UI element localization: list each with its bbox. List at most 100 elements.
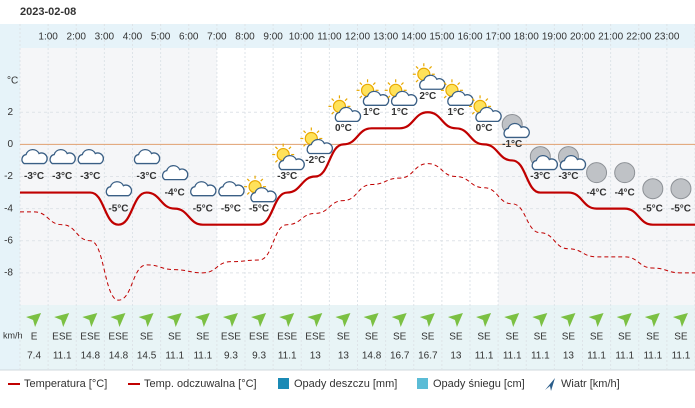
weather-icon: [362, 90, 390, 106]
wind-speed: 13: [563, 351, 575, 362]
wind-direction: ESE: [52, 332, 72, 343]
left-column: [0, 24, 20, 370]
weather-icon: [21, 148, 48, 165]
legend-label: Opady deszczu [mm]: [294, 378, 397, 390]
weather-icon: [306, 138, 334, 155]
hour-label: 19:00: [542, 32, 567, 43]
wind-arrow: [335, 313, 351, 327]
wind-arrow: [251, 313, 267, 327]
wind-direction: ESE: [277, 332, 297, 343]
wind-arrow: [504, 313, 520, 327]
hour-label: 22:00: [626, 32, 651, 43]
weather-icon: [344, 98, 348, 102]
hour-label: 15:00: [429, 32, 454, 43]
wind-direction: SE: [449, 332, 463, 343]
wind-speed: 9.3: [224, 351, 238, 362]
wind-arrow: [26, 313, 42, 327]
wind-direction: SE: [196, 332, 210, 343]
weather-icon: [359, 82, 363, 86]
weather-icon: [303, 143, 307, 147]
weather-icon: [105, 181, 133, 197]
temp-label: -5°C: [108, 203, 128, 214]
legend-label: Temp. odczuwalna [°C]: [144, 378, 257, 390]
wind-direction: SE: [393, 332, 407, 343]
weather-icon: [359, 95, 363, 99]
weather-icon: [387, 82, 391, 86]
wind-arrow: [476, 313, 492, 327]
temp-label: -3°C: [137, 171, 157, 182]
weather-icon: [274, 146, 278, 150]
weather-icon: [49, 148, 76, 165]
y-tick-label: 0: [7, 139, 13, 150]
wind-direction: SE: [562, 332, 576, 343]
weather-icon: [429, 66, 433, 70]
temp-label: -3°C: [80, 171, 100, 182]
temp-label: 0°C: [335, 123, 352, 134]
weather-icon: [316, 130, 320, 134]
wind-direction: SE: [506, 332, 520, 343]
wind-arrow: [138, 313, 154, 327]
wind-direction: SE: [646, 332, 660, 343]
wind-arrow: [194, 313, 210, 327]
wind-speed: 7.4: [27, 351, 41, 362]
wind-arrow: [54, 313, 70, 327]
temp-label: 1°C: [363, 107, 380, 118]
weather-icon: [475, 106, 502, 123]
hour-label: 12:00: [345, 32, 370, 43]
y-tick-label: -8: [4, 268, 13, 279]
hour-label: 20:00: [570, 32, 595, 43]
legend-swatch: [417, 378, 428, 389]
hour-label: 5:00: [151, 32, 171, 43]
weather-icon: [586, 162, 608, 184]
wind-arrow: [391, 313, 407, 327]
weather-icon: [334, 106, 362, 123]
wind-speed: 13: [338, 351, 350, 362]
wind-direction: SE: [421, 332, 435, 343]
wind-arrow: [279, 313, 295, 327]
wind-speed: 13: [450, 351, 462, 362]
wind-arrow: [222, 313, 238, 327]
weather-icon: [331, 98, 335, 102]
hour-label: 7:00: [207, 32, 227, 43]
temp-label: -2°C: [305, 155, 325, 166]
weather-icon: [670, 178, 692, 200]
y-unit: °C: [7, 76, 18, 87]
wind-speed: 11.1: [531, 351, 550, 362]
weather-icon: [246, 178, 250, 182]
y-tick-label: -6: [4, 235, 13, 246]
wind-speed: 11.1: [475, 351, 494, 362]
y-tick-label: 2: [7, 107, 13, 118]
hour-label: 6:00: [179, 32, 199, 43]
wind-arrow: [82, 313, 98, 327]
wind-speed: 14.8: [81, 351, 101, 362]
wind-speed: 11.1: [53, 351, 72, 362]
weather-icon: [457, 82, 461, 86]
temp-label: 1°C: [448, 107, 465, 118]
wind-arrow: [616, 313, 632, 327]
legend-swatch: [278, 378, 289, 389]
hour-label: 23:00: [654, 32, 679, 43]
temp-label: -5°C: [221, 203, 241, 214]
y-tick-label: -2: [4, 171, 13, 182]
hour-label: 2:00: [67, 32, 87, 43]
hour-label: 13:00: [373, 32, 398, 43]
wind-speed: 11.1: [615, 351, 634, 362]
line-series: [20, 111, 695, 226]
wind-speed: 11.1: [165, 351, 184, 362]
wind-arrow: [110, 313, 126, 327]
wind-direction: SE: [337, 332, 351, 343]
chart-title: 2023-02-08: [20, 6, 76, 18]
weather-icon: [443, 82, 447, 86]
weather-icon: [485, 98, 489, 102]
weather-icon: [471, 98, 475, 102]
weather-icon: [642, 178, 664, 200]
wind-speed: 16.7: [390, 351, 410, 362]
weather-icon: [503, 122, 530, 139]
temp-label: -3°C: [24, 171, 44, 182]
wind-arrow: [363, 313, 379, 327]
weather-icon: [415, 66, 419, 70]
weather-icon: [77, 148, 105, 165]
temp-label: 0°C: [476, 123, 493, 134]
weather-icon: [387, 95, 391, 99]
